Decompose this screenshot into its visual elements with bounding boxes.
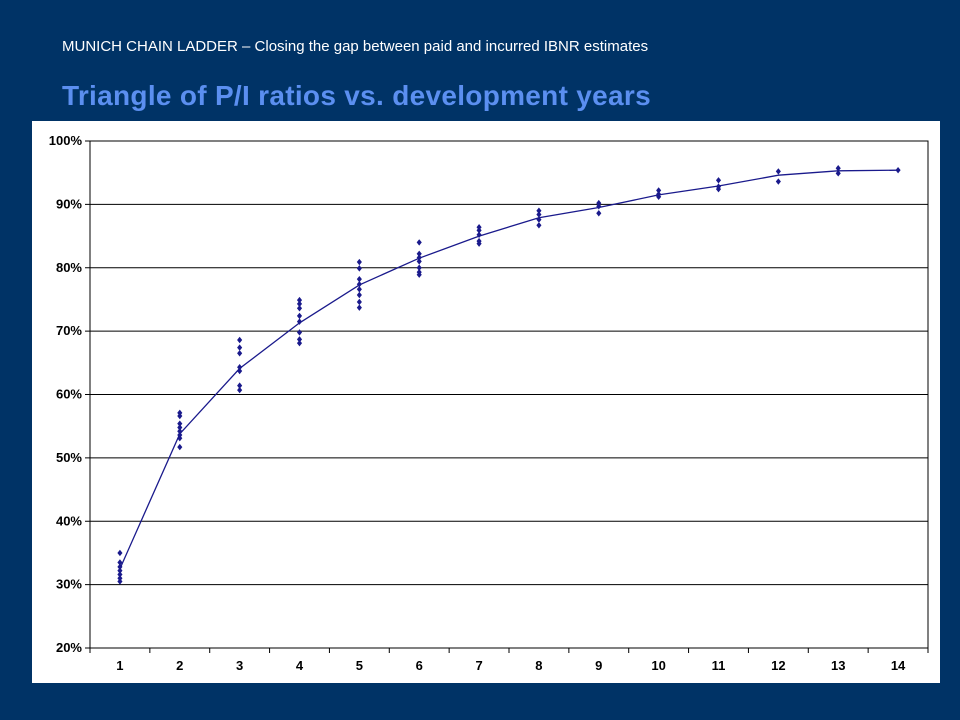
mean-ratio-series [119,169,899,570]
ratio-point [177,424,183,431]
x-tick-label: 4 [296,658,304,673]
ratio-point [296,296,303,304]
ratio-point [476,227,482,234]
ratio-point [177,428,183,435]
ratio-point [835,170,841,177]
x-tick-label: 11 [712,658,726,673]
ratio-point [476,231,482,238]
ratio-point [356,265,362,272]
y-axis-ticks: 20% 30% 40% 50% 60% 70% 80% 90% 100% [49,133,90,655]
y-tick-label: 90% [56,196,82,211]
ratio-point [237,367,243,375]
ratio-point [177,443,183,451]
ratio-point [237,386,243,394]
ratio-point [416,254,422,261]
ratio-point [656,193,662,200]
ratio-point [237,382,243,389]
ratio-point [835,165,841,172]
ratio-point [416,239,422,246]
y-tick-label: 20% [56,640,82,655]
x-tick-label: 10 [651,658,665,673]
pi-ratio-chart: 20%30%40%50%60%70%80%90%100% 1 2 3 4 5 6 7 8 9 10… [49,133,929,673]
ratio-point [177,435,183,442]
x-tick-label: 9 [595,658,602,673]
chart-panel: 20% 30% 40% 50% 60% 70% 80% 90% 100% 1 2 3 4 5 6 7 8 9 10… [32,121,940,683]
ratio-point [117,567,123,574]
ratio-point [536,222,542,229]
gridlines [90,203,928,586]
ratio-point [117,571,123,578]
ratio-point [177,420,183,427]
x-axis-ticks: 1 2 3 4 5 6 7 8 9 10 11 12 13 14 [89,648,929,673]
x-tick-label: 12 [771,658,785,673]
ratio-point [296,336,303,343]
y-tick-label: 100% [49,133,83,148]
y-tick-label: 80% [56,260,82,275]
ratio-point [536,211,542,218]
ratio-point [596,203,602,210]
ratio-point [117,559,123,566]
y-tick-label: 50% [56,450,82,465]
slide-subtitle: MUNICH CHAIN LADDER – Closing the gap be… [62,38,649,55]
ratio-point [117,549,123,557]
ratio-point [296,318,303,325]
x-tick-label: 7 [475,658,482,673]
ratio-point [656,187,662,194]
ratio-point [356,286,362,293]
ratio-point [356,281,362,288]
ratio-point [715,177,722,184]
ratio-point [715,185,722,193]
y-tick-label: 30% [56,577,82,592]
ratio-point [237,336,243,344]
ratio-point [775,178,781,185]
ratio-point [476,240,482,247]
y-tick-label: 60% [56,387,82,402]
ratio-point [416,258,422,265]
ratio-point [895,166,901,174]
ratio-point [296,305,303,312]
ratio-point [536,207,542,214]
x-tick-label: 14 [891,658,906,673]
ratio-point [775,168,781,175]
ratio-point [356,304,362,311]
ratio-point [296,329,303,336]
ratio-point [177,412,183,420]
x-tick-label: 5 [356,658,363,673]
ratio-point [416,264,422,271]
mean-ratio-line [119,169,899,570]
ratio-point [356,258,362,266]
ratio-point [237,350,243,357]
ratio-point [416,250,422,258]
x-tick-label: 13 [831,658,845,673]
ratio-point [536,216,542,223]
y-tick-label: 40% [56,513,82,528]
ratio-point [117,563,123,571]
ratio-point [296,312,303,320]
ratio-point [237,344,243,351]
ratio-point [416,271,422,278]
x-tick-label: 8 [535,658,542,673]
slide-title: Triangle of P/I ratios vs. development y… [62,80,651,111]
ratio-point [596,210,602,217]
ratio-point [296,339,303,347]
x-tick-label: 1 [116,658,123,673]
y-tick-label: 70% [56,323,82,338]
x-tick-label: 6 [416,658,423,673]
x-tick-label: 2 [176,658,183,673]
x-tick-label: 3 [236,658,243,673]
